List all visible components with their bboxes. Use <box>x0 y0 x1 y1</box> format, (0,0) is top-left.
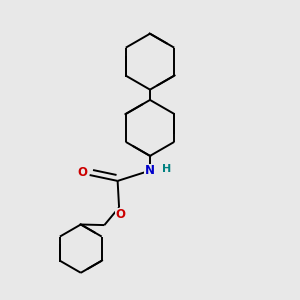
Text: N: N <box>145 164 155 177</box>
Text: O: O <box>77 166 87 179</box>
Text: O: O <box>116 208 126 221</box>
Text: H: H <box>162 164 171 174</box>
